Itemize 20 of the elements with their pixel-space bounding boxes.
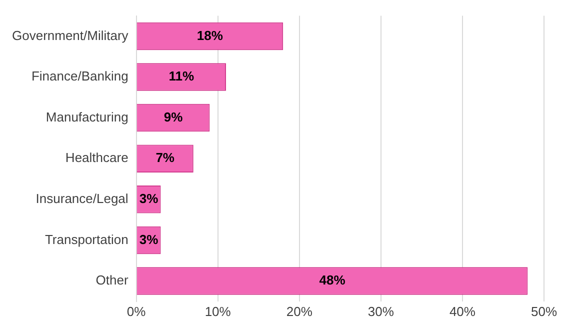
x-tick-label: 30% [368, 304, 394, 319]
y-tick-label: Transportation [44, 232, 128, 247]
y-tick-label: Healthcare [65, 150, 128, 166]
data-label: 3% [139, 232, 159, 247]
data-label: 48% [319, 272, 346, 288]
data-label: 11% [168, 68, 194, 84]
y-tick-label: Manufacturing [46, 109, 128, 124]
x-tick-label: 40% [449, 304, 476, 319]
x-tick-label: 10% [204, 304, 232, 319]
data-label: 18% [196, 28, 224, 43]
x-tick-label: 0% [126, 304, 146, 319]
y-tick-label: Other [96, 272, 129, 288]
data-label: 9% [164, 109, 184, 124]
x-tick-label: 50% [530, 304, 558, 319]
data-label: 7% [156, 150, 175, 166]
x-tick-label: 20% [286, 304, 313, 319]
y-tick-label: Finance/Banking [31, 68, 128, 84]
y-tick-label: Insurance/Legal [36, 190, 128, 206]
y-tick-label: Government/Military [12, 28, 129, 43]
data-label: 3% [139, 190, 159, 206]
